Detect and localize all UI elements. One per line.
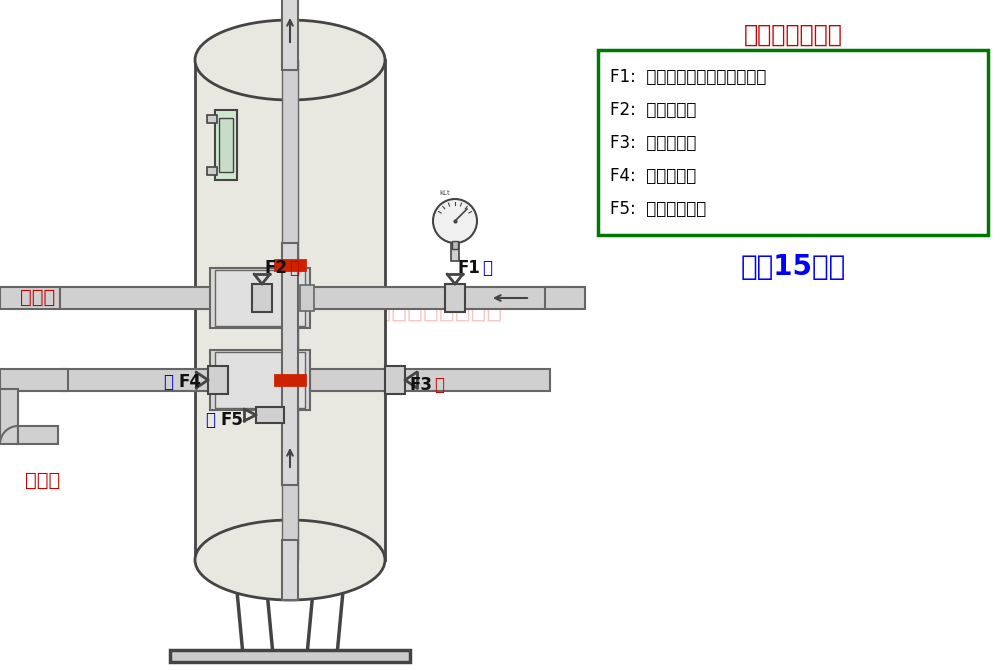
Text: 闭: 闭: [163, 373, 172, 391]
Text: 开: 开: [289, 259, 299, 277]
Bar: [194, 60, 385, 560]
Bar: [282, 243, 298, 485]
Text: F1: F1: [458, 259, 480, 277]
Bar: [214, 352, 305, 408]
Bar: [0, 287, 60, 309]
Bar: [252, 284, 272, 312]
Text: F3: F3: [410, 376, 433, 394]
Bar: [310, 369, 549, 391]
Text: F3:  反洗进水阀: F3: 反洗进水阀: [609, 134, 695, 152]
Text: F4:  反洗出水阀: F4: 反洗出水阀: [609, 167, 695, 185]
Text: F2: F2: [265, 259, 288, 277]
Bar: [18, 426, 58, 444]
Text: 闭: 闭: [204, 411, 214, 429]
Bar: [282, 60, 298, 560]
Text: 枣庄工泵水处理科技有限公司: 枣庄工泵水处理科技有限公司: [297, 297, 503, 323]
FancyBboxPatch shape: [597, 50, 987, 235]
Bar: [275, 260, 305, 270]
Text: F5:  过滤后出水阀: F5: 过滤后出水阀: [609, 200, 705, 218]
Bar: [214, 270, 305, 326]
Text: F5: F5: [220, 411, 243, 429]
Text: 反洗阀门示意图: 反洗阀门示意图: [742, 23, 842, 47]
Bar: [206, 167, 216, 175]
Bar: [169, 650, 410, 662]
Bar: [452, 241, 458, 249]
Text: F1:  进水阀（也是正洗进水阀）: F1: 进水阀（也是正洗进水阀）: [609, 68, 766, 86]
Bar: [310, 287, 559, 309]
Ellipse shape: [194, 520, 385, 600]
Bar: [209, 350, 310, 410]
Bar: [385, 366, 405, 394]
Bar: [275, 375, 305, 385]
Bar: [207, 366, 227, 394]
Bar: [544, 287, 584, 309]
Bar: [206, 115, 216, 123]
Bar: [60, 287, 214, 309]
Bar: [282, 0, 298, 70]
Text: 闭: 闭: [482, 259, 492, 277]
Bar: [209, 268, 310, 328]
Ellipse shape: [194, 20, 385, 100]
Bar: [256, 407, 284, 423]
Bar: [300, 285, 314, 311]
Text: 开: 开: [434, 376, 444, 394]
Text: kLt: kLt: [439, 190, 449, 196]
Text: 反洗15分钟: 反洗15分钟: [739, 253, 845, 281]
Bar: [385, 375, 399, 385]
Text: 出水口: 出水口: [25, 470, 60, 490]
Text: 排污口: 排污口: [20, 287, 55, 306]
Bar: [445, 284, 465, 312]
Bar: [218, 118, 232, 172]
Bar: [0, 369, 68, 391]
Bar: [451, 243, 459, 261]
Bar: [214, 110, 236, 180]
Bar: [60, 369, 214, 391]
Text: F2:  反洗出水阀: F2: 反洗出水阀: [609, 101, 695, 119]
Text: F4: F4: [178, 373, 201, 391]
Bar: [282, 540, 298, 600]
Circle shape: [433, 199, 477, 243]
Bar: [0, 389, 18, 444]
